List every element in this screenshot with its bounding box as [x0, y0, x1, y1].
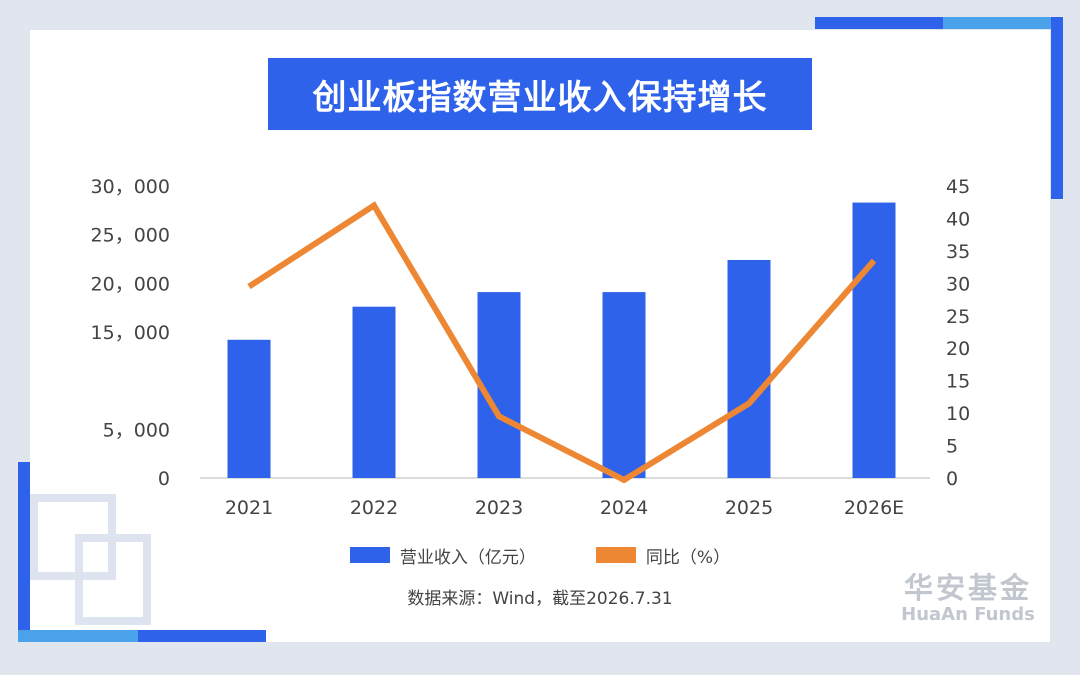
x-tick-label: 2021	[225, 497, 273, 519]
right-tick-label: 5	[946, 436, 958, 458]
right-tick-label: 0	[946, 468, 958, 490]
decor-bar	[18, 462, 30, 642]
right-tick-label: 25	[946, 306, 970, 328]
x-axis: 2021 2022 2023 2024 2025 2026E	[225, 497, 904, 519]
bar-2023	[477, 292, 521, 478]
x-tick-label: 2025	[725, 497, 773, 519]
x-tick-label: 2023	[475, 497, 523, 519]
decor-bar	[138, 630, 266, 642]
brand-logo: 华安基金 HuaAn Funds	[898, 572, 1038, 626]
legend: 营业收入（亿元） 同比（%）	[0, 542, 1080, 568]
logo-cn: 华安基金	[903, 571, 1032, 605]
line-series	[247, 201, 877, 484]
right-tick-label: 15	[946, 371, 970, 393]
legend-item-revenue: 营业收入（亿元）	[349, 542, 536, 568]
logo-en: HuaAn Funds	[901, 604, 1035, 625]
x-tick-label: 2022	[350, 497, 398, 519]
right-axis: 0 5 10 15 20 25 30 35 40 45	[946, 176, 970, 490]
left-tick-label: 30，000	[91, 176, 170, 198]
left-tick-label: 15，000	[91, 322, 170, 344]
bar-2026E	[852, 202, 896, 478]
yoy-line	[247, 201, 877, 484]
legend-item-yoy: 同比（%）	[595, 542, 731, 568]
bar-series	[227, 202, 896, 478]
decor-bar	[1051, 17, 1063, 199]
legend-label: 同比（%）	[645, 547, 731, 568]
bar-2025	[727, 259, 771, 478]
right-tick-label: 40	[946, 208, 970, 230]
left-axis: 0 5，000 15，000 20，000 25，000 30，000	[91, 176, 170, 490]
right-tick-label: 10	[946, 403, 970, 425]
left-tick-label: 5，000	[103, 419, 170, 441]
legend-label: 营业收入（亿元）	[399, 547, 536, 568]
bar-2022	[352, 306, 396, 478]
right-tick-label: 30	[946, 273, 970, 295]
left-tick-label: 25，000	[91, 225, 170, 247]
right-tick-label: 45	[946, 176, 970, 198]
left-tick-label: 0	[158, 468, 170, 490]
chart-title: 创业板指数营业收入保持增长	[268, 58, 812, 130]
x-tick-label: 2024	[600, 497, 648, 519]
legend-swatch-line	[595, 547, 636, 563]
decor-square	[75, 534, 151, 625]
bar-2024	[602, 292, 646, 478]
decor-bar	[815, 17, 943, 29]
decor-bar	[943, 17, 1051, 29]
source-note: 数据来源：Wind，截至2026.7.31	[407, 589, 673, 609]
right-tick-label: 35	[946, 241, 970, 263]
x-tick-label: 2026E	[844, 497, 904, 519]
decor-bar	[18, 630, 138, 642]
legend-swatch-bar	[349, 547, 390, 563]
bar-2021	[227, 339, 271, 478]
right-tick-label: 20	[946, 338, 970, 360]
left-tick-label: 20，000	[91, 273, 170, 295]
